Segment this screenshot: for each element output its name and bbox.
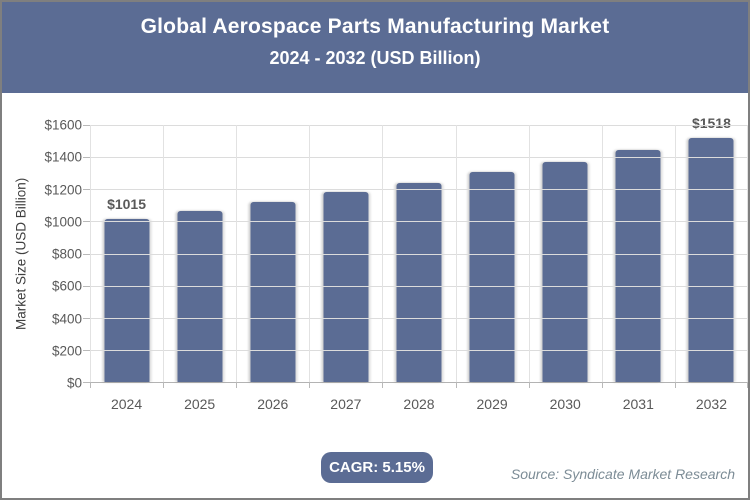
chart-title: Global Aerospace Parts Manufacturing Mar… — [140, 15, 610, 38]
y-axis-tick-label: $1200 — [44, 182, 82, 197]
horizontal-gridline — [90, 253, 748, 255]
y-axis-tick-mark — [83, 382, 90, 383]
vertical-gridline — [236, 125, 238, 382]
y-axis-tick-mark — [83, 189, 90, 191]
bar-2032 — [688, 138, 734, 382]
bar-2026 — [250, 201, 296, 382]
plot-area: $1015 $1518 — [83, 115, 748, 388]
bar-column-2025 — [163, 125, 236, 382]
horizontal-gridline — [90, 285, 748, 287]
y-axis-tick-mark — [83, 221, 90, 223]
y-axis-tick-mark — [83, 157, 90, 159]
bar-2024 — [104, 218, 150, 382]
x-axis-tick-mark — [236, 382, 238, 388]
horizontal-gridline — [90, 349, 748, 351]
bar-column-2024: $1015 — [90, 125, 163, 382]
x-axis-tick-mark — [674, 382, 676, 388]
y-axis-tick-label: $1600 — [44, 117, 82, 133]
x-axis-tick-label-2028: 2028 — [403, 396, 435, 412]
vertical-gridline — [382, 125, 384, 382]
source-attribution: Source: Syndicate Market Research — [510, 466, 735, 482]
vertical-gridline — [528, 125, 530, 382]
bar-column-2029 — [456, 125, 529, 382]
bar-data-label-2024: $1015 — [107, 195, 147, 212]
y-axis-tick-mark — [83, 349, 90, 351]
vertical-gridline — [674, 125, 676, 382]
x-axis-tick-mark — [90, 382, 91, 388]
bar-column-2031 — [602, 125, 675, 382]
bar-column-2026 — [236, 125, 309, 382]
x-axis-tick-label-2025: 2025 — [184, 396, 216, 412]
bar-2028 — [396, 182, 442, 382]
horizontal-gridline — [90, 157, 748, 159]
horizontal-gridline — [90, 221, 748, 223]
cagr-badge-label: CAGR: 5.15% — [329, 459, 425, 476]
bar-2030 — [542, 161, 588, 382]
x-axis-tick-label-2032: 2032 — [695, 396, 727, 412]
bar-2025 — [177, 210, 223, 382]
cagr-badge: CAGR: 5.15% — [321, 452, 433, 483]
x-axis-tick-label-2029: 2029 — [476, 396, 508, 412]
x-axis-tick-mark — [528, 382, 530, 388]
x-axis-tick-mark — [455, 382, 457, 388]
vertical-gridline — [90, 125, 91, 382]
x-axis-tick-mark — [163, 382, 165, 388]
y-axis-tick-label: $200 — [51, 343, 82, 359]
x-axis-tick-label-2030: 2030 — [549, 396, 581, 412]
chart-header-banner: Global Aerospace Parts Manufacturing Mar… — [2, 2, 748, 93]
y-axis-tick-label: $400 — [51, 311, 82, 326]
bar-column-2032: $1518 — [675, 115, 748, 382]
bar-column-2030 — [529, 125, 602, 382]
x-axis-tick-label-2031: 2031 — [622, 396, 654, 412]
vertical-gridline — [455, 125, 457, 382]
x-axis-tick-labels: 2024 2025 2026 2027 2028 2029 2030 2031 2032 — [90, 396, 748, 412]
horizontal-gridline — [90, 317, 748, 319]
x-axis-tick-mark — [382, 382, 384, 388]
horizontal-gridline — [90, 125, 748, 126]
y-axis-tick-mark — [83, 285, 90, 287]
bar-column-2028 — [382, 125, 455, 382]
vertical-gridline — [163, 125, 165, 382]
y-axis-tick-label: $1000 — [44, 214, 82, 230]
y-axis-tick-labels: $1600 $1400 $1200 $1000 $800 $600 $400 $200 $0 — [2, 118, 82, 391]
vertical-gridline — [601, 125, 603, 382]
x-axis-tick-mark — [309, 382, 311, 388]
bar-2029 — [469, 172, 515, 382]
x-axis-tick-mark — [601, 382, 603, 388]
x-axis-tick-mark — [747, 382, 748, 388]
y-axis-tick-mark — [83, 317, 90, 319]
y-axis-tick-label: $800 — [51, 246, 82, 262]
y-axis-tick-label: $0 — [66, 375, 82, 391]
y-axis-tick-label: $1400 — [44, 149, 82, 165]
bar-data-label-2032: $1518 — [691, 115, 731, 132]
bar-2031 — [615, 150, 661, 382]
vertical-gridline — [747, 125, 748, 382]
chart-subtitle: 2024 - 2032 (USD Billion) — [269, 48, 481, 68]
horizontal-gridline — [90, 189, 748, 191]
vertical-gridline — [309, 125, 311, 382]
y-axis-tick-label: $600 — [51, 278, 82, 294]
y-axis-tick-mark — [83, 253, 90, 255]
x-axis-tick-label-2027: 2027 — [330, 396, 362, 412]
x-axis-tick-label-2024: 2024 — [110, 396, 143, 412]
x-axis-tick-label-2026: 2026 — [257, 396, 289, 412]
y-axis-tick-mark — [83, 125, 90, 126]
